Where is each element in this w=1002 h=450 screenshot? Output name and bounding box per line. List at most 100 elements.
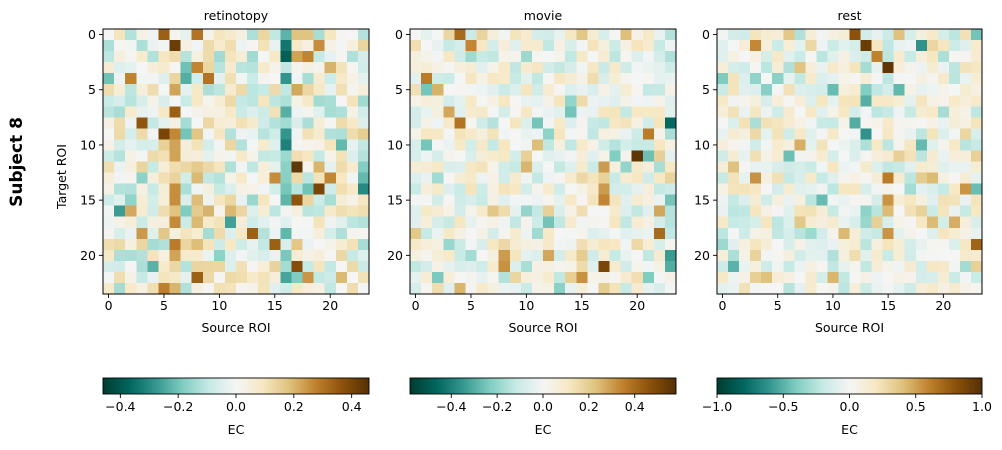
heatmap-cell xyxy=(783,84,795,96)
heatmap-cell xyxy=(554,62,566,74)
heatmap-cell xyxy=(421,194,433,207)
heatmap-cell xyxy=(761,139,773,151)
heatmap-cell xyxy=(247,150,259,162)
heatmap-cell xyxy=(313,271,326,284)
x-axis-label: Source ROI xyxy=(815,320,884,335)
heatmap-cell xyxy=(959,51,972,63)
heatmap-cell xyxy=(937,150,950,162)
heatmap-cell xyxy=(454,106,466,118)
heatmap-cell xyxy=(959,73,972,85)
heatmap-cell xyxy=(598,238,610,251)
heatmap-cell xyxy=(598,194,610,207)
heatmap-cell xyxy=(410,249,422,262)
heatmap-cell xyxy=(783,260,795,273)
heatmap-cell xyxy=(443,282,455,295)
heatmap-cell xyxy=(269,62,281,74)
heatmap-cell xyxy=(664,84,677,96)
heatmap-cell xyxy=(258,205,270,218)
heatmap-cell xyxy=(805,183,817,195)
heatmap-cell xyxy=(664,172,677,184)
heatmap-cell xyxy=(487,227,500,240)
heatmap-cell xyxy=(838,172,850,184)
heatmap-cell xyxy=(114,183,126,195)
heatmap-cell xyxy=(531,51,544,63)
heatmap-cell xyxy=(609,62,621,74)
heatmap-cell xyxy=(750,172,762,184)
heatmap-cell xyxy=(136,40,148,52)
heatmap-cell xyxy=(247,161,259,173)
heatmap-cell xyxy=(346,128,359,140)
heatmap-cell xyxy=(554,40,566,52)
heatmap-cell xyxy=(346,216,359,229)
heatmap-cell xyxy=(664,73,677,85)
heatmap-cell xyxy=(202,282,215,295)
heatmap-cell xyxy=(236,271,248,284)
heatmap-cell xyxy=(236,29,248,41)
heatmap-cell xyxy=(476,84,488,96)
heatmap-cell xyxy=(838,106,850,118)
heatmap-cell xyxy=(653,227,666,240)
heatmap-cell xyxy=(280,216,292,229)
heatmap-cell xyxy=(169,106,181,118)
heatmap-cell xyxy=(269,238,281,251)
heatmap-cell xyxy=(794,95,806,107)
heatmap-cell xyxy=(794,84,806,96)
heatmap-cell xyxy=(476,150,488,162)
heatmap-cell xyxy=(609,128,621,140)
heatmap-cell xyxy=(324,40,337,52)
heatmap-cell xyxy=(937,216,950,229)
colorbar-label: EC xyxy=(535,422,552,437)
heatmap-cell xyxy=(728,29,740,41)
heatmap-cell xyxy=(653,128,666,140)
heatmap-cell xyxy=(816,238,828,251)
heatmap-cell xyxy=(849,29,861,41)
heatmap-cell xyxy=(487,194,500,207)
heatmap-cell xyxy=(739,216,751,229)
heatmap-cell xyxy=(498,249,511,262)
heatmap-cell xyxy=(335,139,348,151)
heatmap-cell xyxy=(114,73,126,85)
heatmap-cell xyxy=(213,150,226,162)
heatmap-cell xyxy=(531,260,544,273)
heatmap-cell xyxy=(959,227,972,240)
heatmap-cell xyxy=(816,139,828,151)
heatmap-cell xyxy=(642,238,655,251)
heatmap-cell xyxy=(258,282,270,295)
heatmap-cell xyxy=(926,73,939,85)
heatmap-cell xyxy=(783,139,795,151)
heatmap-cell xyxy=(421,271,433,284)
heatmap-cell xyxy=(816,227,828,240)
heatmap-cell xyxy=(904,106,917,118)
heatmap-cell xyxy=(543,128,555,140)
colorbar-tick-label: −0.4 xyxy=(436,399,466,414)
heatmap-cell xyxy=(609,282,621,295)
heatmap-cell xyxy=(970,260,983,273)
y-tick-label: 20 xyxy=(80,248,96,263)
heatmap-cell xyxy=(136,249,148,262)
heatmap-cell xyxy=(258,106,270,118)
heatmap-cell xyxy=(476,95,488,107)
heatmap-cell xyxy=(664,282,677,295)
heatmap-cell xyxy=(136,150,148,162)
heatmap-cell xyxy=(565,172,577,184)
heatmap-cell xyxy=(904,51,917,63)
heatmap-cell xyxy=(959,249,972,262)
heatmap-cell xyxy=(664,194,677,207)
heatmap-cell xyxy=(410,139,422,151)
heatmap-cell xyxy=(454,40,466,52)
heatmap-cell xyxy=(410,84,422,96)
heatmap-cell xyxy=(158,150,170,162)
heatmap-cell xyxy=(849,95,861,107)
heatmap-cell xyxy=(717,227,729,240)
heatmap-cell xyxy=(543,73,555,85)
heatmap-cell xyxy=(158,161,170,173)
heatmap-cell xyxy=(487,183,500,195)
heatmap-cell xyxy=(642,128,655,140)
heatmap-cell xyxy=(335,29,348,41)
heatmap-cell xyxy=(948,194,961,207)
heatmap-cell xyxy=(728,128,740,140)
heatmap-cell xyxy=(476,205,488,218)
heatmap-cell xyxy=(443,216,455,229)
heatmap-cell xyxy=(915,40,928,52)
